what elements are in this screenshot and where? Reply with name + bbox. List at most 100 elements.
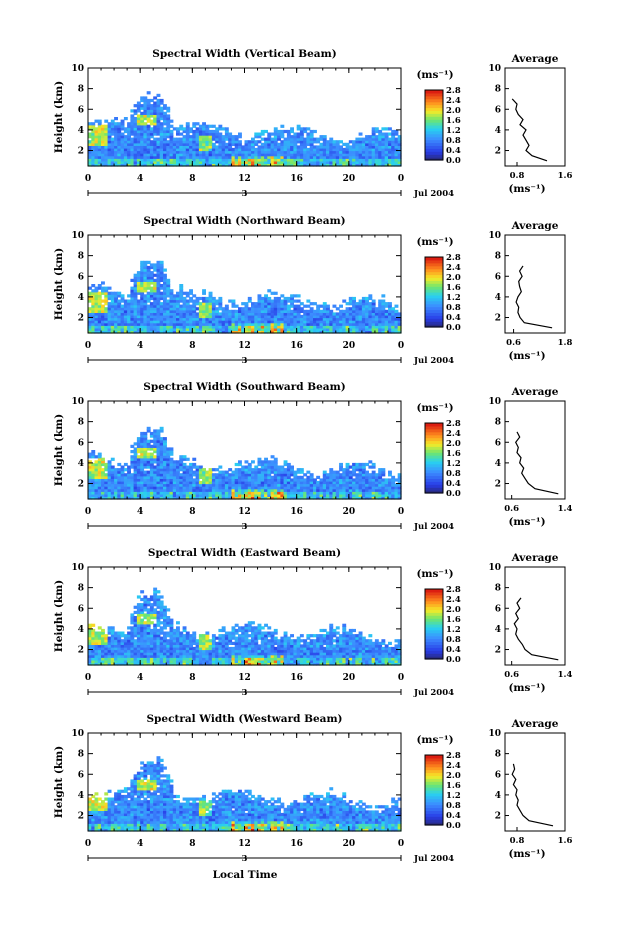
heatmap-cell bbox=[394, 145, 399, 149]
heatmap-cell bbox=[247, 309, 252, 313]
heatmap-cell bbox=[143, 302, 148, 306]
heatmap-cell bbox=[260, 491, 265, 495]
heatmap-cell bbox=[280, 302, 285, 306]
heatmap-cell bbox=[140, 444, 145, 448]
heatmap-cell bbox=[146, 429, 151, 433]
heatmap-cell bbox=[391, 327, 396, 331]
heatmap-cell bbox=[270, 462, 275, 467]
heatmap-cell bbox=[133, 605, 138, 609]
heatmap-cell bbox=[365, 493, 369, 497]
heatmap-cell bbox=[136, 147, 141, 152]
heatmap-cell bbox=[114, 147, 118, 152]
heatmap-cell bbox=[189, 163, 193, 167]
heatmap-cell bbox=[133, 488, 138, 492]
heatmap-cell bbox=[326, 312, 330, 316]
heatmap-cell bbox=[91, 124, 96, 128]
heatmap-cell bbox=[234, 486, 239, 490]
heatmap-cell bbox=[117, 122, 122, 126]
heatmap-cell bbox=[97, 127, 102, 131]
heatmap-cell bbox=[136, 114, 141, 118]
heatmap-cell bbox=[332, 145, 337, 149]
heatmap-cell bbox=[345, 307, 350, 311]
heatmap-cell bbox=[264, 488, 268, 492]
heatmap-cell bbox=[218, 475, 223, 479]
heatmap-cell bbox=[114, 155, 118, 159]
heatmap-cell bbox=[270, 327, 275, 331]
heatmap-cell bbox=[149, 631, 154, 635]
colorbar-swatch bbox=[425, 151, 443, 155]
heatmap-cell bbox=[348, 493, 353, 497]
heatmap-cell bbox=[166, 493, 171, 497]
heatmap-cell bbox=[286, 304, 291, 308]
heatmap-cell bbox=[299, 470, 304, 474]
heatmap-cell bbox=[293, 155, 298, 159]
heatmap-cell bbox=[270, 160, 275, 164]
heatmap-cell bbox=[88, 662, 92, 666]
heatmap-cell bbox=[241, 312, 246, 316]
heatmap-cell bbox=[260, 155, 265, 159]
heatmap-cell bbox=[326, 307, 330, 311]
heatmap-cell bbox=[179, 284, 184, 288]
heatmap-cell bbox=[159, 132, 164, 136]
heatmap-cell bbox=[394, 160, 399, 164]
heatmap-cell bbox=[127, 320, 131, 324]
heatmap-cell bbox=[299, 163, 304, 167]
heatmap-cell bbox=[123, 312, 128, 316]
heatmap-cell bbox=[149, 636, 154, 640]
heatmap-cell bbox=[205, 129, 210, 134]
heatmap-cell bbox=[94, 478, 99, 482]
heatmap-cell bbox=[185, 291, 190, 295]
heatmap-cell bbox=[198, 314, 203, 319]
heatmap-cell bbox=[234, 327, 239, 331]
heatmap-cell bbox=[127, 491, 131, 495]
heatmap-cell bbox=[251, 155, 255, 159]
heatmap-cell bbox=[166, 147, 171, 152]
heatmap-cell bbox=[130, 163, 135, 167]
heatmap-cell bbox=[205, 480, 210, 485]
heatmap-cell bbox=[208, 470, 213, 474]
heatmap-cell bbox=[101, 457, 105, 461]
heatmap-cell bbox=[101, 158, 105, 162]
heatmap-cell bbox=[143, 109, 148, 113]
heatmap-cell bbox=[329, 155, 334, 159]
heatmap-cell bbox=[143, 263, 148, 267]
heatmap-cell bbox=[273, 296, 278, 301]
heatmap-cell bbox=[384, 147, 389, 152]
heatmap-cell bbox=[361, 480, 366, 485]
heatmap-cell bbox=[130, 649, 135, 653]
heatmap-cell bbox=[231, 322, 236, 326]
heatmap-cell bbox=[211, 325, 216, 329]
heatmap-cell bbox=[306, 330, 311, 334]
heatmap-cell bbox=[189, 475, 193, 479]
heatmap-cell bbox=[189, 480, 193, 485]
heatmap-cell bbox=[273, 478, 278, 482]
heatmap-cell bbox=[176, 153, 180, 157]
heatmap-cell bbox=[283, 493, 288, 497]
heatmap-cell bbox=[332, 160, 337, 164]
heatmap-cell bbox=[94, 488, 99, 492]
heatmap-cell bbox=[143, 460, 148, 464]
heatmap-cell bbox=[208, 129, 213, 134]
heatmap-cell bbox=[326, 327, 330, 331]
heatmap-cell bbox=[267, 483, 272, 487]
heatmap-cell bbox=[140, 135, 145, 139]
heatmap-cell bbox=[133, 320, 138, 324]
heatmap-cell bbox=[290, 137, 294, 141]
heatmap-cell bbox=[166, 117, 171, 121]
heatmap-cell bbox=[221, 483, 226, 487]
heatmap-cell bbox=[156, 317, 161, 321]
heatmap-cell bbox=[299, 160, 304, 164]
heatmap-cell bbox=[110, 127, 115, 131]
heatmap-cell bbox=[254, 317, 259, 321]
heatmap-cell bbox=[290, 140, 294, 144]
heatmap-cell bbox=[394, 150, 399, 154]
heatmap-cell bbox=[277, 129, 281, 134]
heatmap-cell bbox=[313, 322, 317, 326]
heatmap-cell bbox=[264, 307, 268, 311]
heatmap-cell bbox=[104, 652, 109, 656]
colorbar-tick-label: 2.4 bbox=[446, 263, 461, 273]
heatmap-cell bbox=[374, 160, 379, 164]
heatmap-cell bbox=[277, 304, 281, 308]
heatmap-cell bbox=[244, 147, 249, 152]
heatmap-cell bbox=[169, 160, 174, 164]
